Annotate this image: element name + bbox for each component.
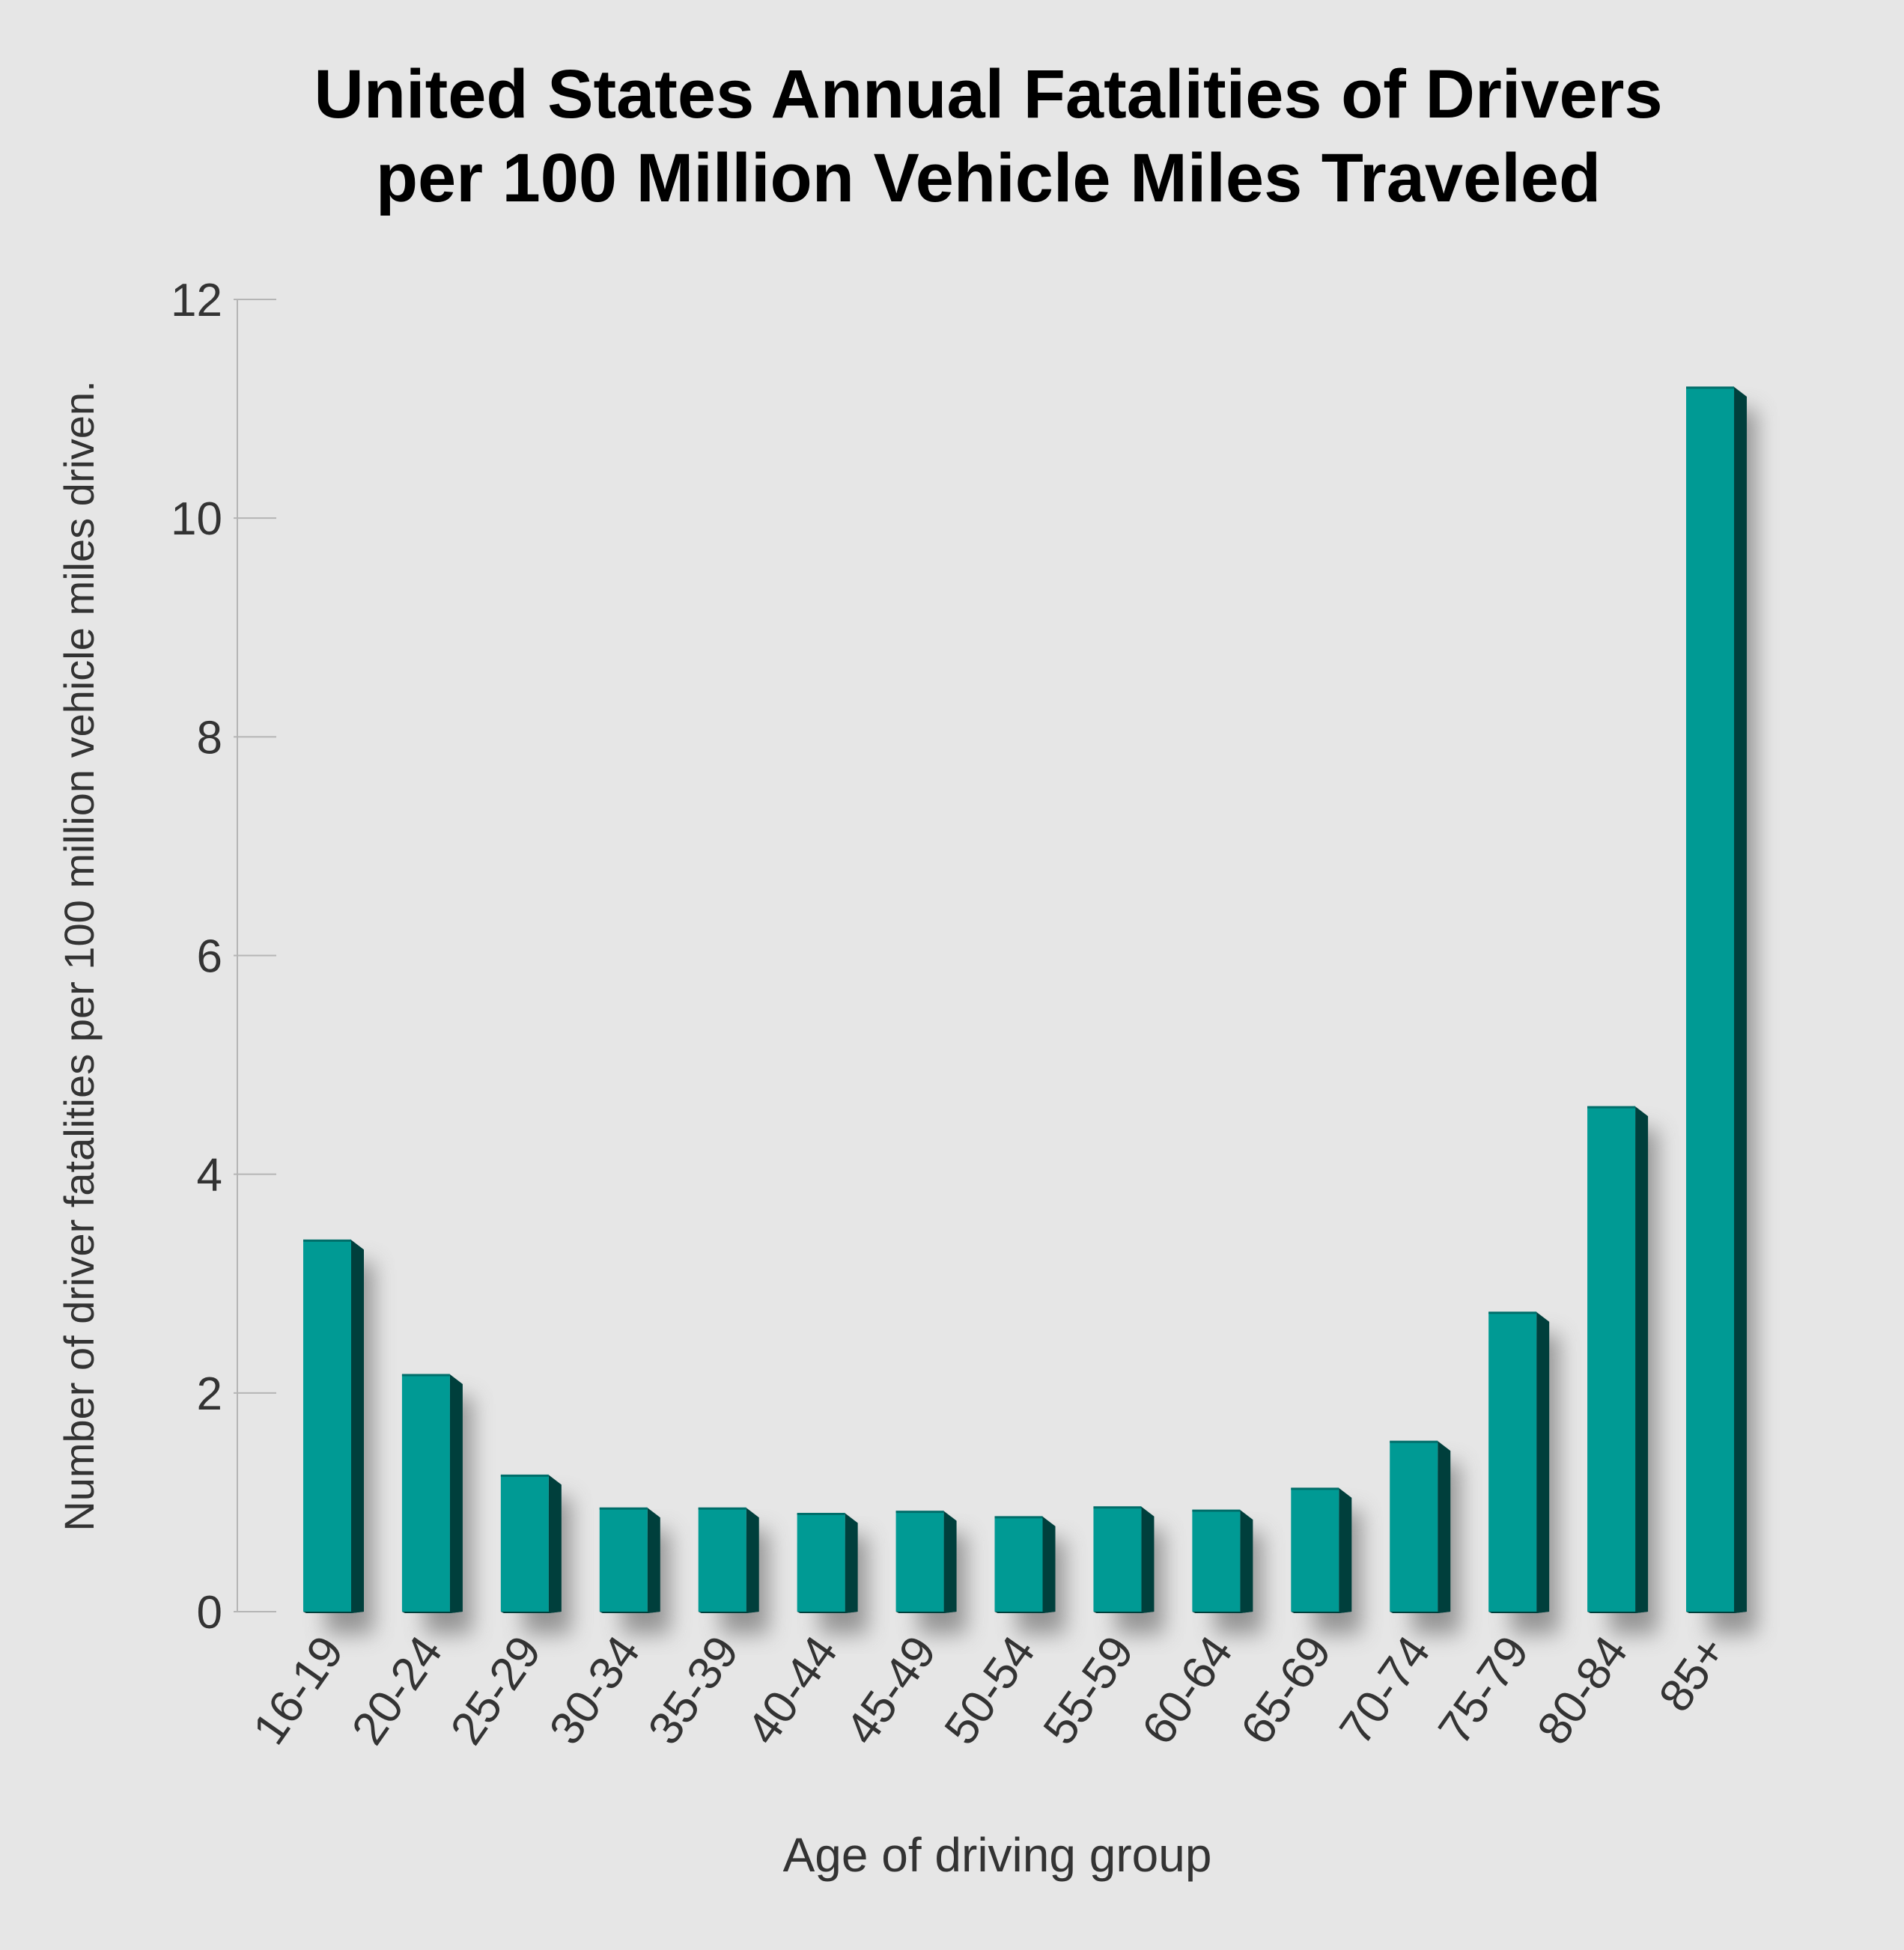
- bar-side-face: [1339, 1487, 1352, 1613]
- bar-front-face: [303, 1240, 351, 1612]
- bar-base-edge: [1192, 1612, 1253, 1613]
- bar-side-face: [845, 1513, 858, 1613]
- bar-front-face: [599, 1508, 648, 1612]
- y-axis: 0 2 4 6 8 10 12: [171, 275, 276, 1639]
- bar-front-face: [1686, 386, 1735, 1612]
- bar-front-face: [1488, 1311, 1537, 1612]
- bar-base-edge: [895, 1612, 957, 1613]
- bar-side-face: [1438, 1441, 1451, 1613]
- bar: [599, 1507, 660, 1613]
- x-tick-label: 60-64: [1132, 1627, 1242, 1753]
- bar-side-face: [1536, 1311, 1550, 1613]
- bar-base-edge: [698, 1612, 759, 1613]
- bar: [1291, 1487, 1352, 1613]
- x-tick-label: 35-39: [639, 1627, 749, 1753]
- x-tick-label: 25-29: [441, 1627, 551, 1753]
- bar-front-face: [500, 1475, 549, 1612]
- x-tick-label: 80-84: [1527, 1627, 1637, 1753]
- x-tick-label: 30-34: [540, 1627, 650, 1753]
- x-tick-label: 45-49: [836, 1627, 946, 1753]
- x-tick-label: 55-59: [1033, 1627, 1143, 1753]
- chart-title-line-2: per 100 Million Vehicle Miles Traveled: [375, 140, 1602, 216]
- bar-front-face: [1291, 1487, 1339, 1612]
- bar-front-face: [797, 1513, 845, 1612]
- bar-base-edge: [500, 1612, 562, 1613]
- y-tick-label: 0: [197, 1587, 222, 1639]
- bar: [698, 1507, 759, 1613]
- bar-side-face: [746, 1508, 759, 1613]
- bar-side-face: [548, 1475, 562, 1613]
- bars: [303, 386, 1748, 1613]
- y-tick-label: 8: [197, 712, 222, 764]
- chart-title-line-1: United States Annual Fatalities of Drive…: [314, 56, 1663, 132]
- bar-front-face: [401, 1374, 450, 1612]
- bar-front-face: [1192, 1510, 1241, 1612]
- y-tick-label: 2: [197, 1368, 222, 1420]
- x-tick-label: 65-69: [1231, 1627, 1341, 1753]
- bar-front-face: [895, 1511, 944, 1612]
- bar-base-edge: [1390, 1612, 1451, 1613]
- x-axis-tick-labels: 16-1920-2425-2930-3435-3940-4445-4950-54…: [243, 1627, 1736, 1753]
- bar-front-face: [1390, 1441, 1438, 1612]
- x-tick-label: 50-54: [935, 1627, 1045, 1753]
- bar-base-edge: [1686, 1612, 1748, 1613]
- bar-side-face: [1042, 1516, 1056, 1613]
- bar: [1093, 1506, 1155, 1613]
- bar: [1488, 1311, 1550, 1613]
- bar-base-edge: [401, 1612, 463, 1613]
- x-tick-label: 20-24: [342, 1627, 452, 1753]
- bar-base-edge: [1291, 1612, 1352, 1613]
- bar-base-edge: [599, 1612, 660, 1613]
- bar: [895, 1511, 957, 1613]
- bar: [303, 1239, 364, 1613]
- y-tick-label: 12: [171, 275, 222, 326]
- bar-front-face: [698, 1508, 746, 1612]
- x-axis-label: Age of driving group: [783, 1828, 1212, 1882]
- x-tick-label: 85+: [1649, 1627, 1737, 1721]
- x-tick-label: 75-79: [1429, 1627, 1539, 1753]
- bar: [500, 1474, 562, 1613]
- bar: [994, 1516, 1056, 1613]
- bar-front-face: [994, 1516, 1043, 1612]
- x-tick-label: 16-19: [243, 1627, 353, 1753]
- bar-side-face: [1635, 1106, 1649, 1613]
- bar-base-edge: [303, 1612, 364, 1613]
- bar-base-edge: [1093, 1612, 1155, 1613]
- bar-front-face: [1093, 1506, 1142, 1612]
- bar-side-face: [449, 1374, 463, 1613]
- bar-base-edge: [1488, 1612, 1550, 1613]
- bar-base-edge: [1587, 1612, 1649, 1613]
- bar-base-edge: [994, 1612, 1056, 1613]
- bar: [1686, 386, 1748, 1613]
- bar-side-face: [1734, 386, 1748, 1613]
- x-tick-label: 70-74: [1330, 1627, 1440, 1753]
- y-tick-label: 10: [171, 493, 222, 545]
- bar-side-face: [647, 1508, 660, 1613]
- bar: [1192, 1509, 1253, 1613]
- bar: [1390, 1440, 1451, 1613]
- bar-side-face: [1240, 1510, 1253, 1613]
- bar-base-edge: [797, 1612, 858, 1613]
- y-axis-label: Number of driver fatalities per 100 mill…: [55, 380, 103, 1532]
- chart-title: United States Annual Fatalities of Drive…: [0, 52, 1904, 220]
- bar-side-face: [943, 1511, 957, 1613]
- bar-side-face: [1141, 1506, 1155, 1613]
- bar-front-face: [1587, 1106, 1636, 1612]
- y-tick-label: 4: [197, 1150, 222, 1201]
- y-tick-label: 6: [197, 931, 222, 983]
- bar: [401, 1374, 463, 1613]
- bar-side-face: [351, 1240, 364, 1613]
- bar: [1587, 1106, 1649, 1613]
- x-tick-label: 40-44: [737, 1627, 848, 1753]
- bar: [797, 1513, 858, 1613]
